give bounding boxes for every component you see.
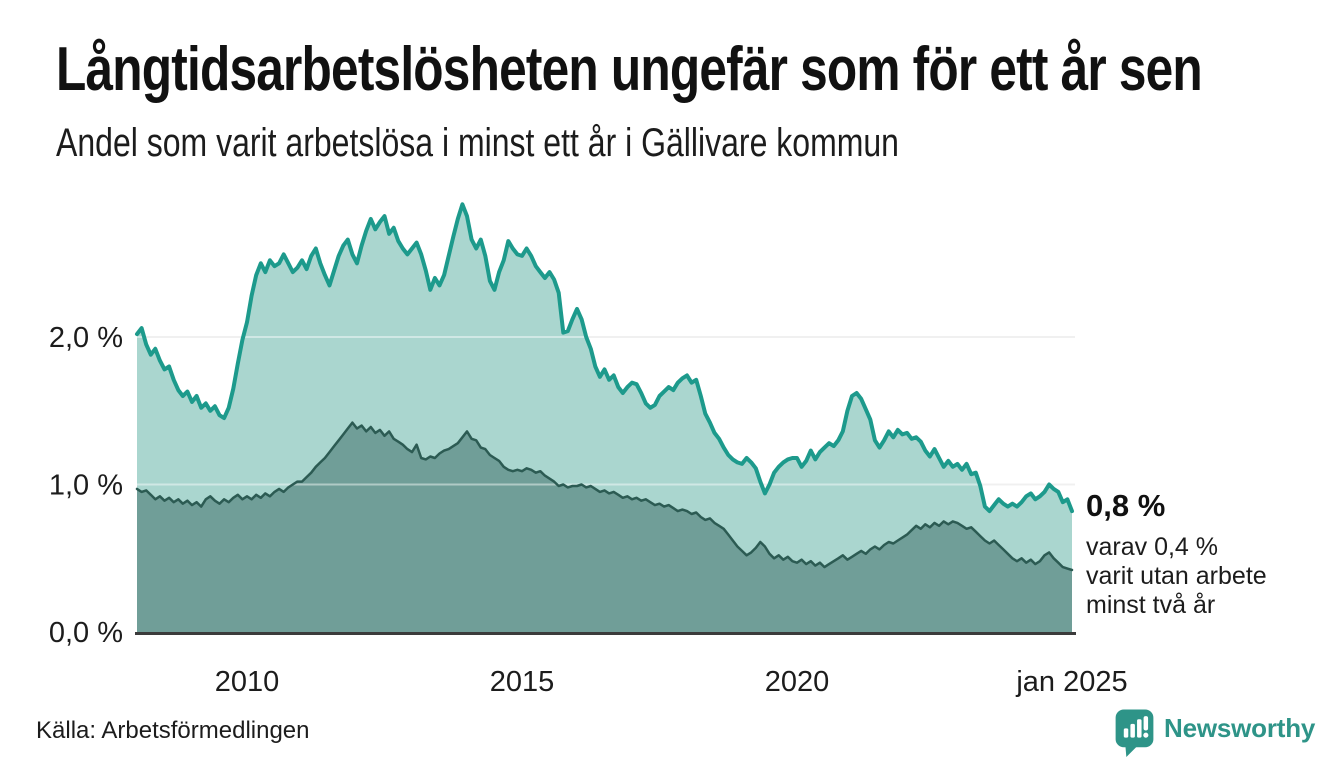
newsworthy-logo-icon	[1115, 709, 1154, 757]
line-arbetslosa-minst-tva-ar	[135, 421, 1074, 572]
logo-exclamation-dot	[1143, 732, 1149, 738]
x-tick-label: jan 2025	[1015, 666, 1127, 698]
y-tick-label: 2,0 %	[49, 322, 123, 354]
x-tick-label: 2015	[490, 666, 555, 698]
y-tick-label: 0,0 %	[49, 617, 123, 649]
x-tick-label: 2020	[765, 666, 830, 698]
end-value-label: 0,8 %	[1086, 488, 1166, 523]
end-value-detail: varav 0,4 % varit utan arbete minst två …	[1086, 532, 1267, 619]
y-tick-label: 1,0 %	[49, 470, 123, 502]
area-arbetslosa-minst-tva-ar	[137, 422, 1072, 632]
page-subtitle: Andel som varit arbetslösa i minst ett å…	[56, 121, 899, 165]
newsworthy-logo[interactable]: Newsworthy	[1114, 708, 1315, 757]
logo-bar-tall	[1137, 719, 1142, 738]
page-title: Långtidsarbetslösheten ungefär som för e…	[56, 35, 1203, 104]
source-credit: Källa: Arbetsförmedlingen	[36, 717, 310, 744]
end-value-annotation: 0,8 % varav 0,4 % varit utan arbete mins…	[1086, 488, 1326, 620]
logo-exclamation-bar	[1143, 716, 1149, 731]
logo-bar-medium	[1130, 723, 1135, 738]
line-arbetslosa-minst-ett-ar	[135, 202, 1074, 514]
newsworthy-logo-text: Newsworthy	[1164, 713, 1316, 743]
x-tick-label: 2010	[215, 666, 280, 698]
logo-bar-short	[1123, 728, 1129, 738]
